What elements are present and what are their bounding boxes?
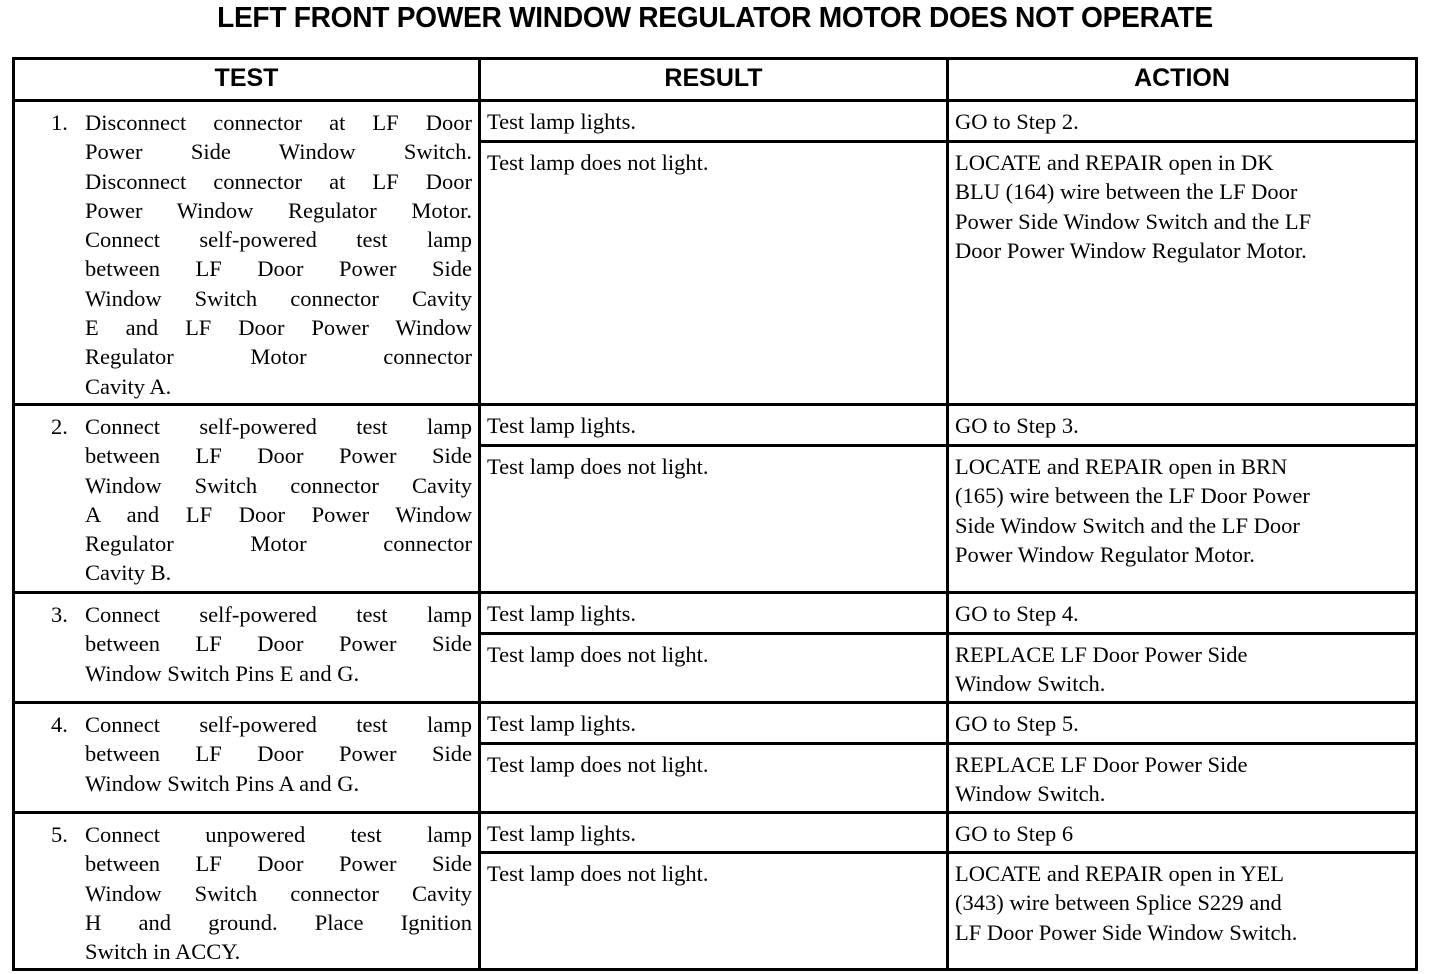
text-line: GO to Step 2. <box>955 109 1079 134</box>
text-line: LOCATE and REPAIR open in DK <box>955 150 1274 175</box>
text-line: Window Switch connector Cavity <box>85 285 472 311</box>
text-line: between LF Door Power Side <box>85 256 472 282</box>
text-line: Connect self-powered test lamp <box>85 602 472 627</box>
text-line: Disconnect connector at LF Door <box>85 168 472 194</box>
header-test: TEST <box>15 60 481 99</box>
step-number: 1. <box>51 110 68 135</box>
text-line: Switch in ACCY. <box>85 939 241 965</box>
test-cell: 4. Connect self-powered test lamp between… <box>15 704 481 811</box>
text-line: BLU (164) wire between the LF Door <box>955 179 1298 205</box>
result-cell: Test lamp lights. Test lamp does not lig… <box>481 102 949 403</box>
text-line: LOCATE and REPAIR open in YEL <box>955 861 1284 886</box>
text-line: Connect self-powered test lamp <box>85 414 472 439</box>
result-fail: Test lamp does not light. <box>487 752 709 777</box>
text-line: Connect self-powered test lamp <box>85 227 472 253</box>
action-fail: REPLACE LF Door Power Side Window Switch. <box>949 635 1415 699</box>
result-fail: Test lamp does not light. <box>487 454 709 479</box>
text-line: H and ground. Place Ignition <box>85 909 472 935</box>
text-line: Window Switch connector Cavity <box>85 472 472 498</box>
text-line: between LF Door Power Side <box>85 443 472 469</box>
action-cell: GO to Step 4. REPLACE LF Door Power Side… <box>949 594 1415 701</box>
action-fail: LOCATE and REPAIR open in BRN (165) wire … <box>949 447 1415 569</box>
step-number: 4. <box>51 712 68 737</box>
text-line: between LF Door Power Side <box>85 851 472 877</box>
result-pass: Test lamp lights. <box>481 704 946 745</box>
result-pass: Test lamp lights. <box>481 594 946 635</box>
text-line: between LF Door Power Side <box>85 741 472 767</box>
text-line: REPLACE LF Door Power Side <box>955 752 1248 777</box>
text-line: Side Window Switch and the LF Door <box>955 512 1300 538</box>
text-line: Regulator Motor connector <box>85 344 472 370</box>
step-row: 4. Connect self-powered test lamp between… <box>15 704 1415 814</box>
text-line: A and LF Door Power Window <box>85 501 472 527</box>
text-line: Connect unpowered test lamp <box>85 822 472 847</box>
test-cell: 5. Connect unpowered test lamp between LF… <box>15 814 481 968</box>
step-row: 5. Connect unpowered test lamp between LF… <box>15 814 1415 968</box>
text-line: (343) wire between Splice S229 and <box>955 890 1282 916</box>
text-line: Door Power Window Regulator Motor. <box>955 237 1307 263</box>
text-line: Power Window Regulator Motor. <box>955 541 1255 567</box>
result-fail: Test lamp does not light. <box>487 642 709 667</box>
text-line: Connect self-powered test lamp <box>85 712 472 737</box>
text-line: Window Switch Pins A and G. <box>85 770 360 796</box>
text-line: (165) wire between the LF Door Power <box>955 483 1310 509</box>
header-result: RESULT <box>481 60 949 99</box>
step-row: 3. Connect self-powered test lamp between… <box>15 594 1415 704</box>
action-cell: GO to Step 5. REPLACE LF Door Power Side… <box>949 704 1415 811</box>
table-header: TEST RESULT ACTION <box>15 60 1415 102</box>
action-pass: GO to Step 3. <box>949 406 1415 447</box>
action-pass: GO to Step 2. <box>949 102 1415 143</box>
result-cell: Test lamp lights. Test lamp does not lig… <box>481 406 949 591</box>
step-row: 2. Connect self-powered test lamp between… <box>15 406 1415 594</box>
text-line: Window Switch. <box>955 671 1106 697</box>
action-cell: GO to Step 3. LOCATE and REPAIR open in … <box>949 406 1415 591</box>
text-line: LOCATE and REPAIR open in BRN <box>955 454 1288 479</box>
action-cell: GO to Step 6 LOCATE and REPAIR open in Y… <box>949 814 1415 968</box>
text-line: Regulator Motor connector <box>85 531 472 557</box>
text-line: Power Side Window Switch. <box>85 139 472 165</box>
action-fail: LOCATE and REPAIR open in YEL (343) wire … <box>949 854 1415 947</box>
result-fail: Test lamp does not light. <box>487 861 709 886</box>
result-pass: Test lamp lights. <box>481 406 946 447</box>
text-line: Window Switch Pins E and G. <box>85 660 360 686</box>
step-row: 1. Disconnect connector at LF Door Power … <box>15 102 1415 406</box>
step-number: 3. <box>51 602 68 627</box>
text-line: Cavity A. <box>85 373 172 399</box>
text-line: E and LF Door Power Window <box>85 315 472 341</box>
diagnostic-table: TEST RESULT ACTION 1. Disconnect connect… <box>12 57 1418 971</box>
text-line: REPLACE LF Door Power Side <box>955 642 1248 667</box>
action-pass: GO to Step 6 <box>949 814 1415 854</box>
header-action: ACTION <box>1134 64 1230 92</box>
text-line: LF Door Power Side Window Switch. <box>955 919 1298 945</box>
text-line: Disconnect connector at LF Door <box>85 110 472 135</box>
result-cell: Test lamp lights. Test lamp does not lig… <box>481 814 949 968</box>
action-fail: LOCATE and REPAIR open in DK BLU (164) wi… <box>949 143 1415 265</box>
text-line: GO to Step 3. <box>955 413 1079 438</box>
result-fail: Test lamp does not light. <box>487 150 709 175</box>
action-fail: REPLACE LF Door Power Side Window Switch. <box>949 745 1415 809</box>
text-line: between LF Door Power Side <box>85 631 472 657</box>
step-number: 2. <box>51 414 68 439</box>
page-title: LEFT FRONT POWER WINDOW REGULATOR MOTOR … <box>217 2 1213 34</box>
action-pass: GO to Step 5. <box>949 704 1415 745</box>
result-cell: Test lamp lights. Test lamp does not lig… <box>481 594 949 701</box>
text-line: GO to Step 6 <box>955 821 1074 846</box>
text-line: Window Switch connector Cavity <box>85 880 472 906</box>
text-line: Power Side Window Switch and the LF <box>955 208 1312 234</box>
text-line: GO to Step 5. <box>955 711 1079 736</box>
text-line: Cavity B. <box>85 560 172 586</box>
action-cell: GO to Step 2. LOCATE and REPAIR open in … <box>949 102 1415 403</box>
test-cell: 3. Connect self-powered test lamp between… <box>15 594 481 701</box>
text-line: GO to Step 4. <box>955 601 1079 626</box>
text-line: Power Window Regulator Motor. <box>85 197 472 223</box>
test-cell: 1. Disconnect connector at LF Door Power … <box>15 102 481 403</box>
result-pass: Test lamp lights. <box>481 814 946 854</box>
test-cell: 2. Connect self-powered test lamp between… <box>15 406 481 591</box>
result-cell: Test lamp lights. Test lamp does not lig… <box>481 704 949 811</box>
result-pass: Test lamp lights. <box>481 102 946 143</box>
text-line: Window Switch. <box>955 781 1106 807</box>
action-pass: GO to Step 4. <box>949 594 1415 635</box>
step-number: 5. <box>51 822 68 847</box>
